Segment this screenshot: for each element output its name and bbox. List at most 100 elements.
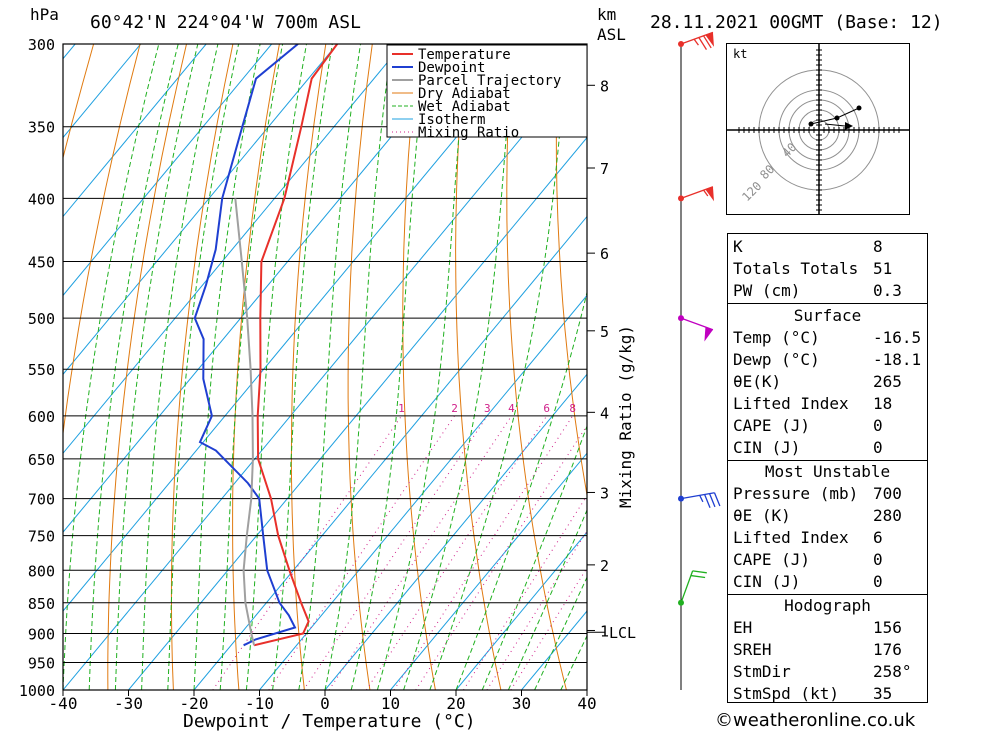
legend-label-dewpoint: Dewpoint	[418, 60, 485, 76]
km-tick-label: 4	[600, 404, 609, 422]
mu-cin-value: 0	[873, 572, 883, 591]
surface-cin-value: 0	[873, 438, 883, 457]
wet-adiabat-line	[88, 44, 179, 690]
hodograph-point	[834, 115, 840, 121]
dry-adiabat-line	[930, 44, 1000, 690]
surface-temp-value: -16.5	[873, 328, 922, 347]
eh-label: EH	[733, 618, 753, 637]
km-tick-label: 7	[600, 160, 609, 178]
wet-adiabat-line	[507, 508, 587, 690]
pressure-tick-label: 300	[28, 36, 55, 54]
wind-barb	[678, 492, 721, 508]
temperature-profile	[253, 44, 339, 647]
wind-barb-flag	[704, 494, 711, 508]
wet-adiabat-line	[63, 44, 160, 690]
wind-barb	[678, 570, 707, 606]
pressure-tick-label: 500	[28, 310, 55, 328]
dry-adiabat-line	[63, 44, 141, 437]
totals-totals-value: 51	[873, 259, 893, 278]
mixing-ratio-line	[365, 415, 548, 690]
legend-label-wet-adiabat: Wet Adiabat	[418, 99, 511, 115]
mu-cin-label: CIN (J)	[733, 572, 801, 591]
k-index-label: K	[733, 237, 743, 256]
km-label: km	[597, 5, 616, 24]
stmspd-label: StmSpd (kt)	[733, 684, 839, 703]
hodograph-ring-label-120: 120	[739, 179, 764, 204]
pressure-tick-label: 650	[28, 451, 55, 469]
mixing-ratio-label: 3	[484, 402, 491, 415]
mixing-ratio-line	[393, 415, 574, 690]
location-title: 60°42'N 224°04'W 700m ASL	[90, 12, 361, 33]
surface-dewp-label: Dewp (°C)	[733, 350, 820, 369]
most-unstable-section-title: Most Unstable	[764, 462, 891, 481]
eh-value: 156	[873, 618, 902, 637]
hodograph-chart: kt 40 80 120	[727, 44, 909, 214]
mu-li-label: Lifted Index	[733, 528, 849, 547]
wet-adiabat-line	[298, 44, 361, 690]
x-tick-label: 30	[512, 694, 531, 713]
isotherm-line	[128, 136, 587, 690]
legend-label-dry-adiabat: Dry Adiabat	[418, 86, 511, 102]
x-tick-label: -30	[114, 694, 143, 713]
surface-dewp-value: -18.1	[873, 350, 922, 369]
surface-li-value: 18	[873, 394, 893, 413]
dewpoint-profile	[193, 44, 299, 647]
pressure-tick-label: 600	[28, 408, 55, 426]
legend-label-isotherm: Isotherm	[418, 112, 485, 128]
credit-link[interactable]: ©weatheronline.co.uk	[715, 710, 916, 731]
pressure-tick-label: 850	[28, 595, 55, 613]
pressure-tick-label: 950	[28, 654, 55, 672]
wind-barb-flag	[692, 570, 707, 574]
pressure-tick-label: 800	[28, 562, 55, 580]
x-tick-label: 10	[381, 694, 400, 713]
hodograph-section-title: Hodograph	[784, 596, 871, 615]
surface-section-title: Surface	[793, 306, 862, 325]
isotherm-line	[455, 531, 587, 690]
wind-barb-pennant	[705, 32, 714, 47]
wet-adiabat-line	[245, 44, 307, 690]
most-unstable-section-divider	[728, 460, 927, 461]
surface-theta-label: θE(K)	[733, 372, 782, 391]
mu-cape-value: 0	[873, 550, 883, 569]
surface-cape-value: 0	[873, 416, 883, 435]
pressure-tick-label: 450	[28, 254, 55, 272]
km-tick-label: 6	[600, 245, 609, 263]
hodograph-unit-label: kt	[733, 47, 747, 61]
isotherm-line	[390, 452, 587, 690]
km-tick-label: 2	[600, 557, 609, 575]
mu-theta-value: 280	[873, 506, 902, 525]
surface-cin-label: CIN (J)	[733, 438, 801, 457]
isotherm-line	[63, 44, 469, 533]
km-tick-label: 1	[600, 622, 609, 640]
stmspd-value: 35	[873, 684, 893, 703]
wind-barb-flag	[713, 492, 721, 507]
pressure-tick-label: 750	[28, 528, 55, 546]
wind-barb-flag	[703, 35, 712, 49]
wet-adiabat-line	[167, 44, 240, 690]
surface-section-divider	[728, 303, 927, 304]
dry-adiabat-line	[347, 44, 373, 690]
legend-label-parcel: Parcel Trajectory	[418, 73, 561, 89]
hodograph-point	[808, 121, 814, 127]
stmdir-value: 258°	[873, 662, 912, 681]
surface-temp-label: Temp (°C)	[733, 328, 820, 347]
mu-cape-label: CAPE (J)	[733, 550, 811, 569]
wind-barb-half-flag	[699, 495, 704, 503]
wind-barb-half-flag	[693, 38, 699, 46]
km-tick-label: 5	[600, 323, 609, 341]
surface-cape-label: CAPE (J)	[733, 416, 811, 435]
wet-adiabat-line	[350, 44, 428, 690]
mixing-ratio-label: 4	[508, 402, 515, 415]
dry-adiabat-line	[232, 44, 280, 690]
lcl-label: LCL	[609, 624, 636, 642]
mixing-ratio-label: 6	[543, 402, 550, 415]
wind-barb-staff	[680, 492, 715, 500]
x-axis-title: Dewpoint / Temperature (°C)	[183, 711, 476, 732]
pressure-tick-label: 1000	[19, 682, 55, 700]
pressure-tick-label: 900	[28, 625, 55, 643]
mu-pressure-label: Pressure (mb)	[733, 484, 859, 503]
wet-adiabat-line	[193, 44, 261, 690]
mixing-ratio-line	[268, 415, 455, 690]
mixing-ratio-line	[303, 415, 488, 690]
